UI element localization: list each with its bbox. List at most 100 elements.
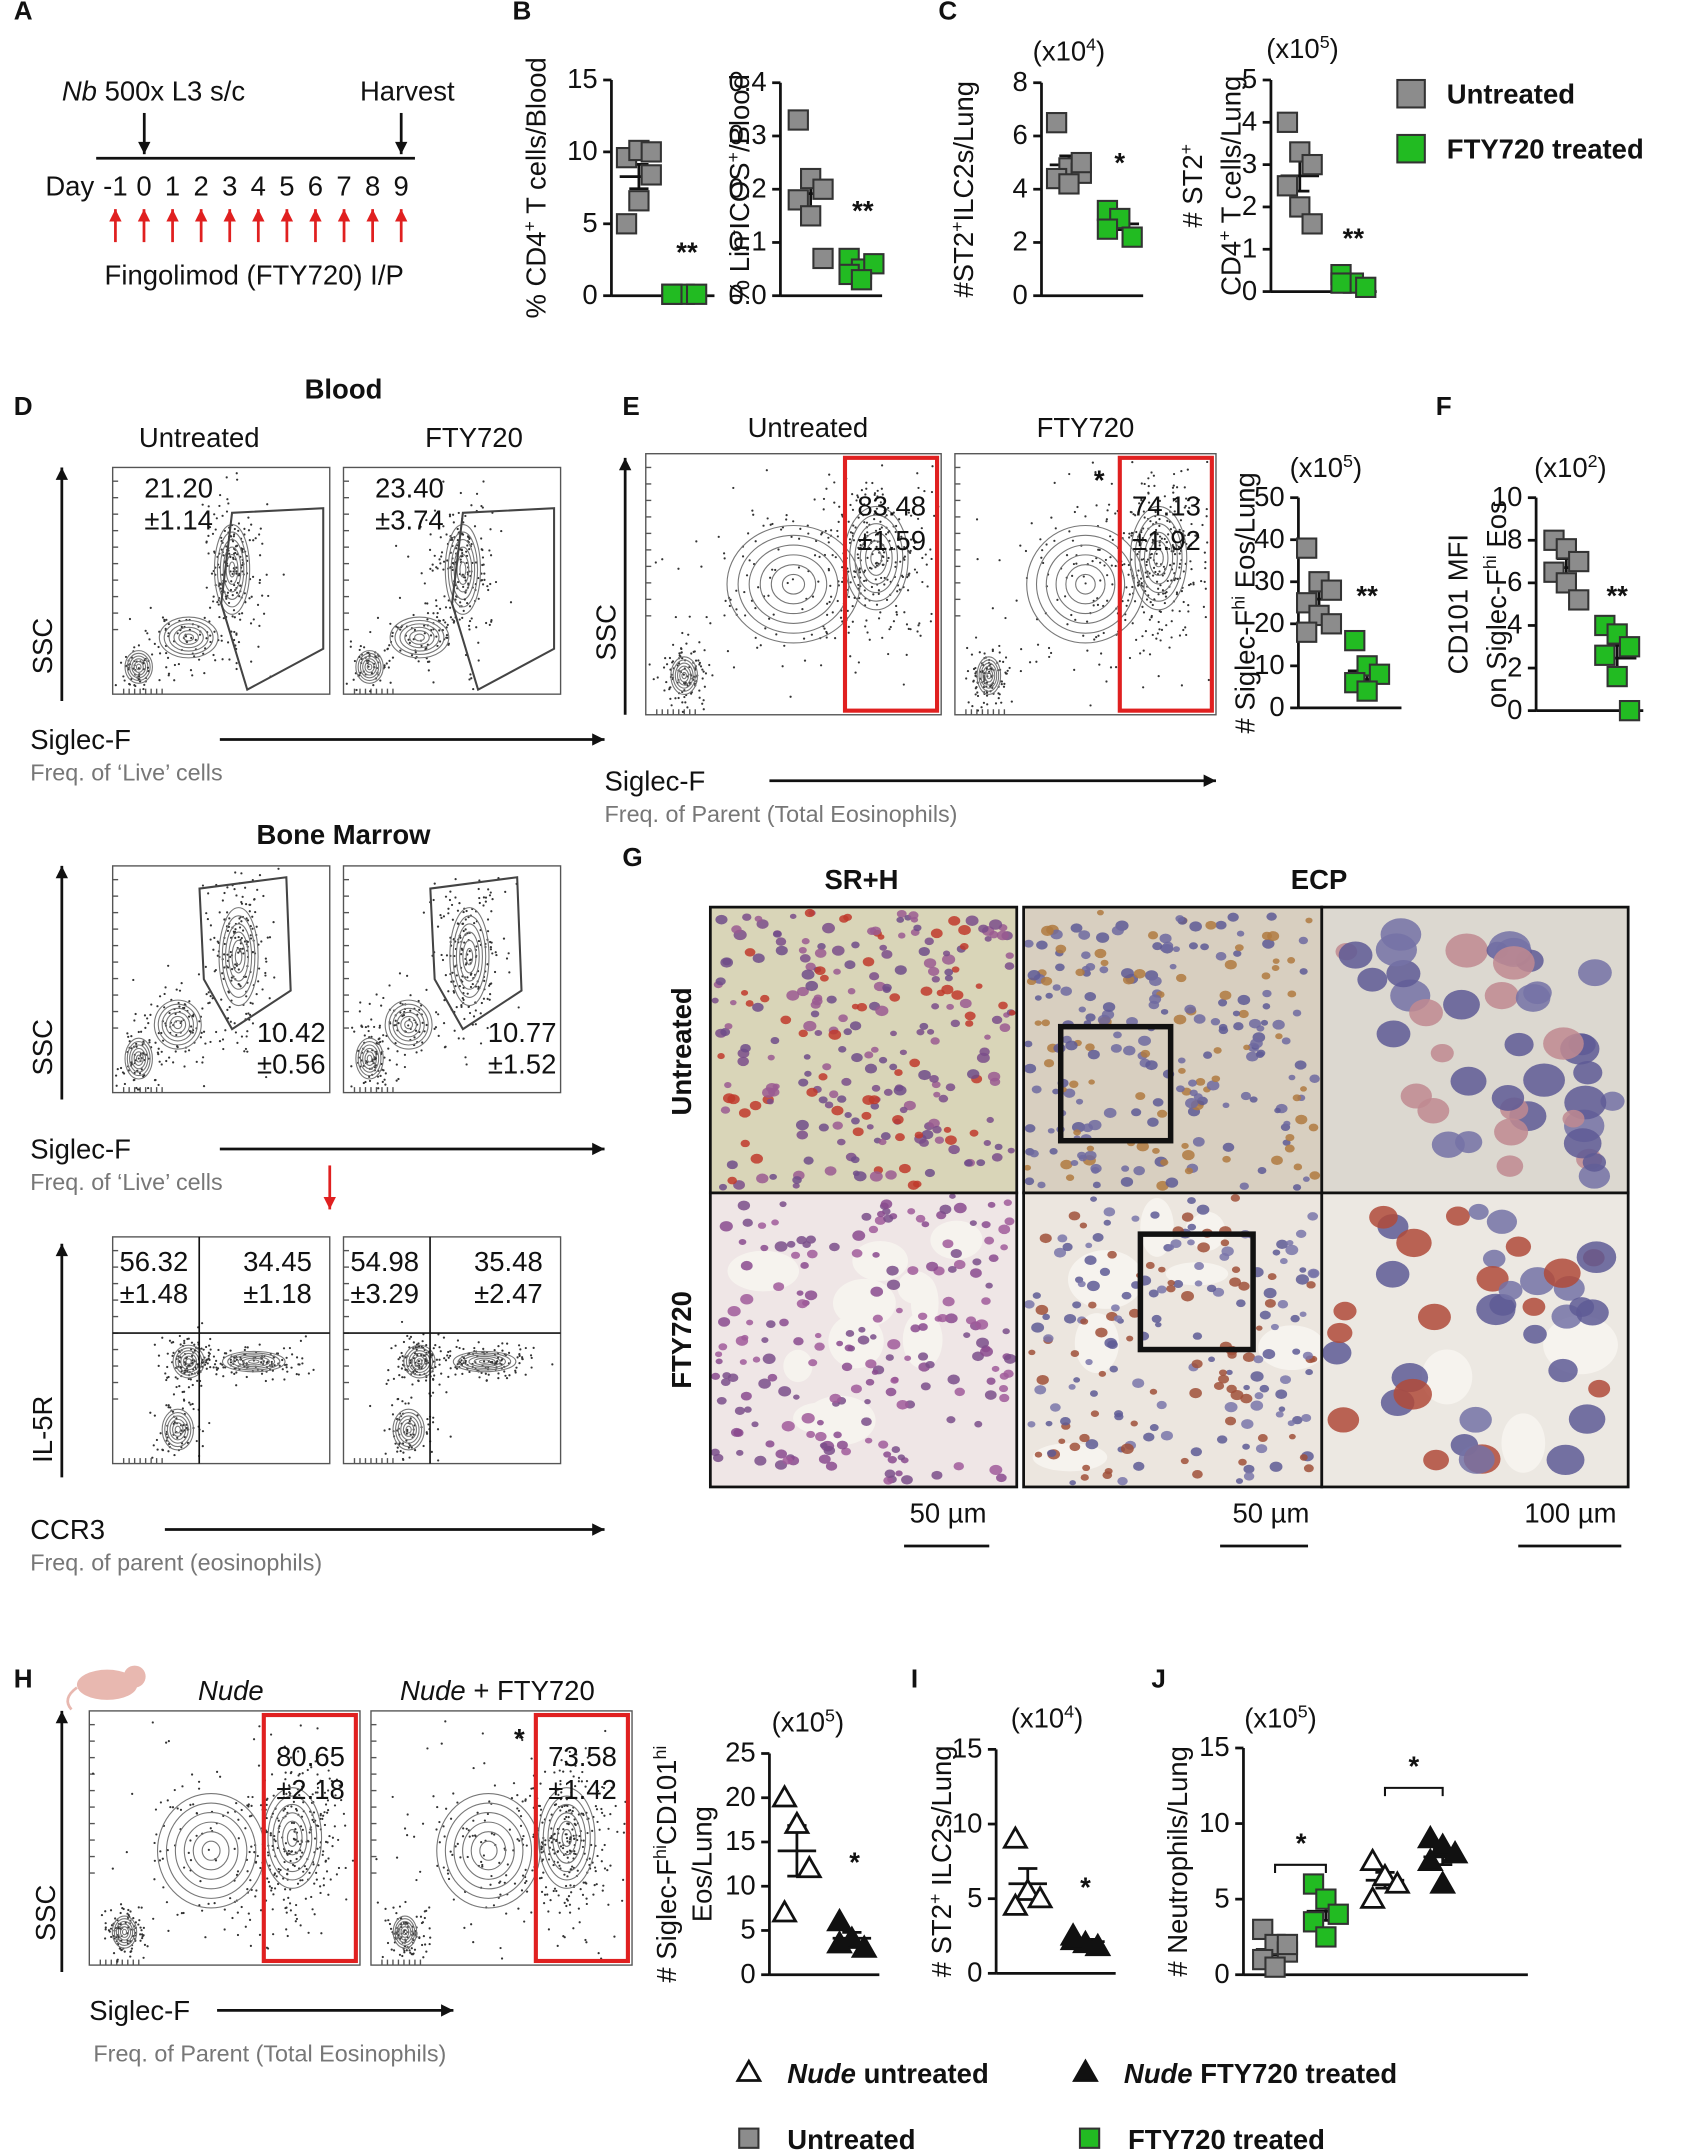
event-dot — [235, 662, 238, 665]
event-dot — [161, 616, 165, 619]
cell — [964, 1011, 976, 1021]
event-dot — [433, 1374, 436, 1377]
data-point — [1058, 173, 1080, 195]
cell — [792, 1182, 800, 1189]
text-part: CD4 — [1216, 241, 1247, 296]
event-dot — [450, 536, 454, 540]
cell — [984, 935, 992, 942]
arrow-head — [309, 209, 322, 222]
cell — [1257, 1434, 1268, 1443]
cell — [1443, 989, 1480, 1020]
event-dot — [490, 910, 493, 913]
event-dot — [157, 1364, 160, 1367]
event-dot — [396, 1398, 399, 1401]
cell — [814, 966, 826, 976]
event-dot — [1144, 629, 1148, 633]
cell — [887, 1339, 901, 1350]
event-dot — [129, 1910, 132, 1913]
cell — [1148, 1289, 1159, 1298]
event-dot — [208, 620, 211, 623]
event-dot — [284, 1771, 287, 1774]
event-dot — [837, 520, 840, 523]
event-dot — [435, 566, 438, 569]
event-dot — [167, 964, 170, 967]
event-dot — [231, 593, 234, 597]
event-dot — [370, 672, 374, 675]
event-dot — [183, 1435, 186, 1439]
cell — [1357, 967, 1388, 992]
event-dot — [1141, 635, 1144, 638]
gate-sem: ±0.56 — [257, 1048, 326, 1079]
event-dot — [396, 1050, 399, 1053]
event-dot — [226, 564, 229, 567]
y-axis-label: CD101 MFI — [1442, 534, 1473, 674]
event-dot — [852, 524, 855, 527]
cell — [824, 1166, 837, 1176]
contour — [364, 660, 375, 673]
event-dot — [231, 572, 234, 576]
event-dot — [391, 656, 395, 659]
event-dot — [258, 1725, 261, 1728]
event-dot — [412, 613, 415, 617]
cell — [856, 1003, 868, 1012]
event-dot — [355, 688, 358, 692]
event-dot — [698, 696, 701, 699]
cell — [715, 1351, 723, 1358]
tissue-space — [793, 1402, 845, 1434]
event-dot — [399, 1449, 402, 1453]
event-dot — [486, 585, 489, 588]
event-dot — [182, 1424, 185, 1427]
event-dot — [1158, 570, 1161, 573]
gate-percent: 10.42 — [257, 1017, 326, 1048]
event-dot — [929, 548, 932, 551]
event-dot — [754, 540, 757, 543]
cell — [1263, 1287, 1277, 1299]
cell — [1285, 1244, 1299, 1256]
event-dot — [885, 598, 889, 602]
event-dot — [234, 928, 237, 931]
cell — [851, 1117, 860, 1125]
event-dot — [982, 701, 986, 704]
event-dot — [427, 1423, 430, 1426]
event-dot — [438, 629, 441, 632]
cell — [930, 1037, 940, 1045]
event-dot — [257, 645, 260, 648]
event-dot — [865, 521, 869, 524]
y-tick-label: 5 — [967, 1882, 982, 1913]
cell — [1266, 912, 1277, 921]
contour — [173, 626, 204, 649]
event-dot — [452, 513, 455, 516]
event-dot — [232, 570, 235, 573]
event-dot — [157, 1354, 161, 1357]
event-dot — [1162, 565, 1166, 568]
event-dot — [1127, 563, 1130, 567]
event-dot — [398, 972, 402, 975]
cell — [1215, 920, 1227, 930]
event-dot — [1158, 541, 1161, 544]
cell — [1260, 1019, 1269, 1026]
event-dot — [410, 1396, 413, 1399]
contour — [679, 668, 690, 683]
event-dot — [401, 1376, 404, 1379]
cell — [1156, 1400, 1167, 1410]
event-dot — [493, 1348, 496, 1352]
cell — [751, 1421, 759, 1428]
event-dot — [1155, 580, 1159, 583]
event-dot — [486, 930, 490, 933]
text-part: hi — [650, 1845, 670, 1859]
event-dot — [1082, 575, 1085, 578]
contour — [126, 1041, 151, 1077]
event-dot — [454, 1366, 457, 1369]
event-dot — [1155, 521, 1158, 524]
event-dot — [302, 1870, 305, 1873]
event-dot — [160, 1063, 163, 1066]
event-dot — [894, 530, 897, 534]
cell — [1213, 1047, 1222, 1054]
cell — [1286, 1240, 1294, 1246]
data-point — [1371, 1862, 1399, 1887]
event-dot — [264, 971, 267, 975]
event-dot — [172, 1341, 175, 1344]
text-part: Eos/Lung — [687, 1806, 718, 1922]
event-dot — [418, 1008, 421, 1011]
text-part: 5 — [1320, 32, 1330, 52]
